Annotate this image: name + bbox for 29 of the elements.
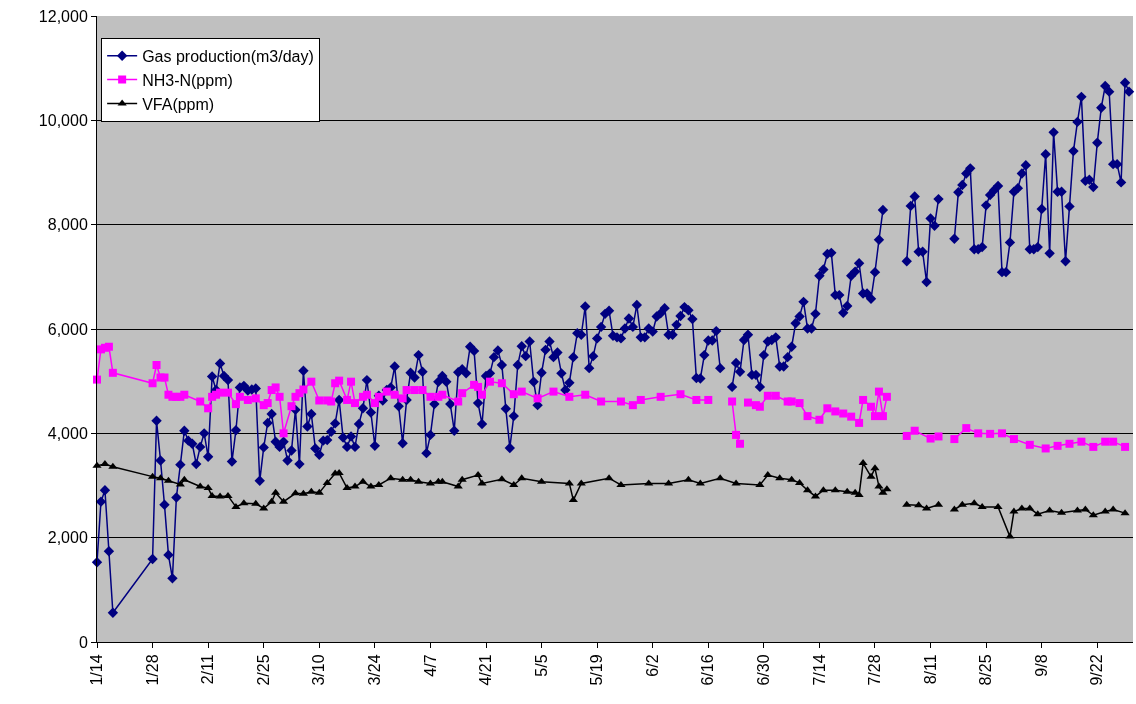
x-tick-label: 5/5 [532, 654, 550, 677]
x-tick-label: 6/30 [755, 654, 773, 686]
legend-label: Gas production(m3/day) [142, 48, 314, 66]
x-tick-label: 2/11 [199, 654, 217, 685]
x-tick-label: 1/28 [143, 654, 161, 686]
x-tick-label: 6/2 [643, 654, 661, 677]
y-tick-label: 2,000 [47, 529, 88, 547]
x-tick-label: 4/21 [477, 654, 495, 686]
x-tick-label: 7/14 [810, 654, 828, 686]
x-tick-label: 9/8 [1032, 654, 1050, 677]
legend-label: NH3-N(ppm) [142, 71, 233, 89]
x-tick-label: 3/24 [366, 654, 384, 686]
x-tick-label: 6/16 [699, 654, 717, 686]
x-tick-label: 1/14 [88, 654, 106, 686]
y-tick-label: 6,000 [47, 320, 88, 338]
x-tick-label: 9/22 [1088, 654, 1106, 686]
y-tick-label: 8,000 [47, 216, 88, 234]
x-tick-label: 4/7 [421, 654, 439, 677]
y-tick-label: 0 [78, 633, 88, 651]
x-tick-label: 3/10 [310, 654, 328, 686]
x-tick-label: 8/11 [921, 654, 939, 685]
x-tick-label: 8/25 [977, 654, 995, 686]
y-tick-label: 4,000 [47, 424, 88, 442]
x-tick-label: 5/19 [588, 654, 606, 686]
legend-label: VFA(ppm) [142, 95, 215, 113]
x-tick-label: 2/25 [254, 654, 272, 686]
x-tick-label: 7/28 [866, 654, 884, 686]
y-tick-label: 10,000 [38, 111, 88, 129]
y-tick-label: 12,000 [38, 7, 88, 25]
